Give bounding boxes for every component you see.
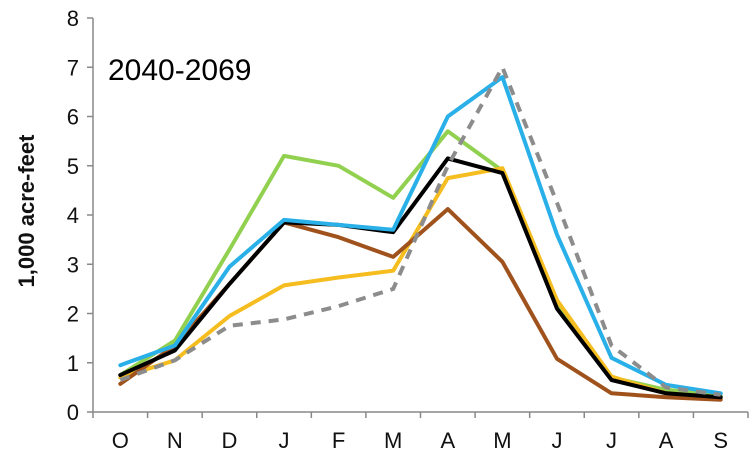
y-tick-label: 8 bbox=[67, 6, 79, 31]
x-tick-label: J bbox=[551, 428, 562, 453]
x-tick-label: J bbox=[606, 428, 617, 453]
y-tick-label: 6 bbox=[67, 105, 79, 130]
x-tick-label: A bbox=[659, 428, 674, 453]
period-annotation: 2040-2069 bbox=[108, 54, 251, 87]
series-line-4 bbox=[118, 156, 723, 400]
series-lines bbox=[118, 65, 723, 402]
y-tick-label: 5 bbox=[67, 154, 79, 179]
y-tick-label: 2 bbox=[67, 302, 79, 327]
y-tick-label: 7 bbox=[67, 55, 79, 80]
y-tick-label: 4 bbox=[67, 203, 79, 228]
x-tick-label: N bbox=[167, 428, 183, 453]
x-tick-label: D bbox=[222, 428, 238, 453]
x-tick-label: S bbox=[713, 428, 728, 453]
y-tick-label: 1 bbox=[67, 351, 79, 376]
x-tick-label: J bbox=[279, 428, 290, 453]
x-tick-label: F bbox=[332, 428, 345, 453]
tick-labels: 0 1 2 3 4 5 6 7 8 O N D J F M A M J J A S bbox=[67, 6, 728, 453]
x-tick-label: M bbox=[384, 428, 402, 453]
x-tick-label: A bbox=[440, 428, 455, 453]
x-tick-label: O bbox=[112, 428, 129, 453]
axes bbox=[87, 17, 749, 418]
x-tick-label: M bbox=[493, 428, 511, 453]
y-tick-label: 3 bbox=[67, 252, 79, 277]
series-line-6 bbox=[119, 65, 721, 397]
y-axis-label: 1,000 acre-feet bbox=[14, 134, 39, 288]
series-line-5 bbox=[118, 75, 723, 396]
y-tick-label: 0 bbox=[67, 400, 79, 425]
